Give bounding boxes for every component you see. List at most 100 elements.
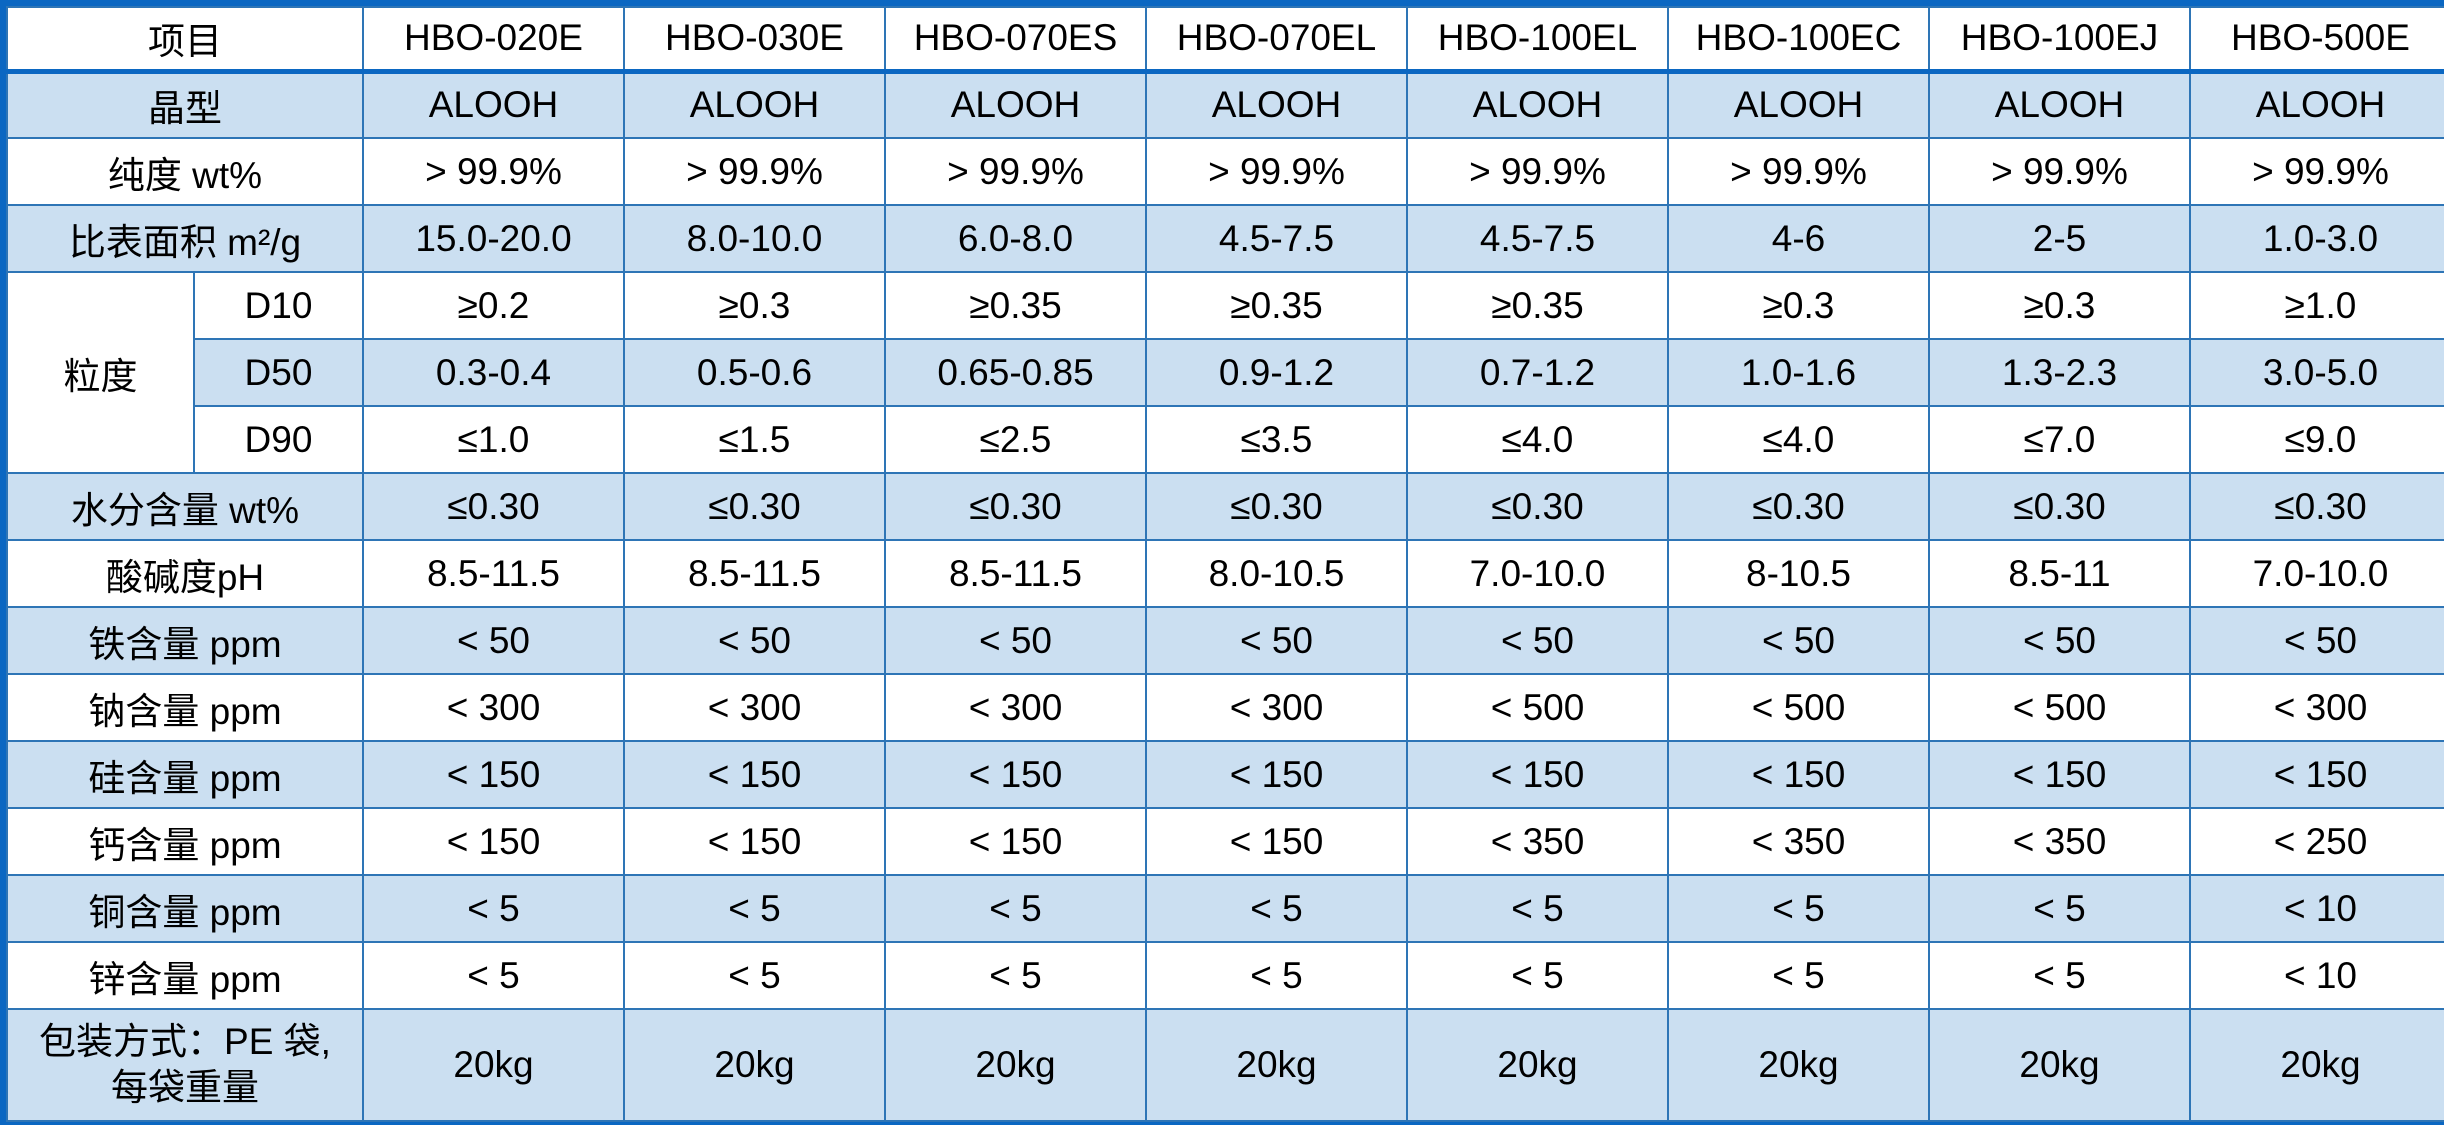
header-cell-hbo-100ej: HBO-100EJ [1928,6,2191,74]
cell: 4.5-7.5 [1145,204,1408,273]
cell: ALOOH [1928,70,2191,139]
row-label: 铁含量 ppm [6,606,364,675]
cell: ≥1.0 [2189,271,2444,340]
cell: < 5 [362,941,625,1010]
cell: < 5 [884,874,1147,943]
cell: < 150 [1145,807,1408,876]
cell: ALOOH [623,70,886,139]
table-row-sodium: 钠含量 ppm < 300 < 300 < 300 < 300 < 500 < … [6,673,2444,742]
cell: < 5 [1145,874,1408,943]
row-label: 铜含量 ppm [6,874,364,943]
row-label-packaging: 包装方式：PE 袋, 每袋重量 [6,1008,364,1122]
cell: ≤4.0 [1667,405,1930,474]
cell: < 5 [1145,941,1408,1010]
header-cell-hbo-500e: HBO-500E [2189,6,2444,74]
cell: < 150 [362,807,625,876]
cell: ≥0.35 [1406,271,1669,340]
table-row-copper: 铜含量 ppm < 5 < 5 < 5 < 5 < 5 < 5 < 5 < 10 [6,874,2444,943]
cell: ≤0.30 [1406,472,1669,541]
cell: > 99.9% [1145,137,1408,206]
cell: < 300 [1145,673,1408,742]
cell: 1.0-3.0 [2189,204,2444,273]
cell: < 250 [2189,807,2444,876]
cell: < 150 [2189,740,2444,809]
cell: < 5 [1406,941,1669,1010]
cell: ALOOH [362,70,625,139]
cell: 7.0-10.0 [1406,539,1669,608]
row-sublabel: D90 [193,405,364,474]
cell: 0.5-0.6 [623,338,886,407]
cell: ALOOH [2189,70,2444,139]
cell: < 5 [884,941,1147,1010]
cell: < 150 [1406,740,1669,809]
cell: < 500 [1406,673,1669,742]
cell: ≤4.0 [1406,405,1669,474]
cell: < 5 [623,874,886,943]
row-label: 钠含量 ppm [6,673,364,742]
cell: ≤1.5 [623,405,886,474]
cell: > 99.9% [623,137,886,206]
table-row-purity: 纯度 wt% > 99.9% > 99.9% > 99.9% > 99.9% >… [6,137,2444,206]
cell: < 150 [884,740,1147,809]
row-label: 水分含量 wt% [6,472,364,541]
header-row: 项目 HBO-020E HBO-030E HBO-070ES HBO-070EL… [6,6,2444,74]
cell: ≥0.3 [1667,271,1930,340]
cell: ≤0.30 [1667,472,1930,541]
cell: 8.5-11.5 [362,539,625,608]
header-cell-hbo-020e: HBO-020E [362,6,625,74]
cell: 8.0-10.0 [623,204,886,273]
row-label: 锌含量 ppm [6,941,364,1010]
table-row-d10: 粒度 D10 ≥0.2 ≥0.3 ≥0.35 ≥0.35 ≥0.35 ≥0.3 … [6,271,2444,474]
row-group-label-particle-size: 粒度 [6,271,195,474]
cell: < 300 [2189,673,2444,742]
packaging-label-line1: 包装方式：PE 袋, [39,1020,331,1062]
cell: ≤3.5 [1145,405,1408,474]
cell: 4.5-7.5 [1406,204,1669,273]
cell: < 300 [884,673,1147,742]
cell: < 50 [362,606,625,675]
cell: 20kg [2189,1008,2444,1122]
cell: 8.0-10.5 [1145,539,1408,608]
cell: 8-10.5 [1667,539,1930,608]
cell: < 150 [1667,740,1930,809]
product-spec-table: 项目 HBO-020E HBO-030E HBO-070ES HBO-070EL… [6,6,2444,1122]
row-label: 比表面积 m²/g [6,204,364,273]
cell: ≥0.3 [623,271,886,340]
table-row-calcium: 钙含量 ppm < 150 < 150 < 150 < 150 < 350 < … [6,807,2444,876]
cell: > 99.9% [884,137,1147,206]
cell: 8.5-11.5 [623,539,886,608]
cell: < 50 [1928,606,2191,675]
cell: < 350 [1928,807,2191,876]
table-row-silicon: 硅含量 ppm < 150 < 150 < 150 < 150 < 150 < … [6,740,2444,809]
header-cell-hbo-100el: HBO-100EL [1406,6,1669,74]
cell: ALOOH [884,70,1147,139]
packaging-label-line2: 每袋重量 [111,1067,259,1108]
cell: ≤0.30 [2189,472,2444,541]
cell: < 150 [1928,740,2191,809]
table-row-iron: 铁含量 ppm < 50 < 50 < 50 < 50 < 50 < 50 < … [6,606,2444,675]
cell: < 5 [1406,874,1669,943]
table-row-d90: D90 ≤1.0 ≤1.5 ≤2.5 ≤3.5 ≤4.0 ≤4.0 ≤7.0 ≤… [7,405,2444,474]
cell: 8.5-11 [1928,539,2191,608]
cell: < 5 [623,941,886,1010]
cell: < 5 [1928,874,2191,943]
cell: > 99.9% [1406,137,1669,206]
cell: 1.3-2.3 [1928,338,2191,407]
cell: 20kg [1406,1008,1669,1122]
cell: ≥0.3 [1928,271,2191,340]
table-row-d50: D50 0.3-0.4 0.5-0.6 0.65-0.85 0.9-1.2 0.… [7,338,2444,407]
table-row-packaging: 包装方式：PE 袋, 每袋重量 20kg 20kg 20kg 20kg 20kg… [6,1008,2444,1122]
cell: ≤7.0 [1928,405,2191,474]
row-label: 钙含量 ppm [6,807,364,876]
cell: ≤0.30 [1928,472,2191,541]
cell: < 50 [1667,606,1930,675]
cell: ALOOH [1145,70,1408,139]
cell: < 150 [884,807,1147,876]
cell: > 99.9% [1928,137,2191,206]
cell: > 99.9% [1667,137,1930,206]
cell: < 150 [623,740,886,809]
header-cell-item: 项目 [6,6,364,74]
cell: 4-6 [1667,204,1930,273]
cell: 0.7-1.2 [1406,338,1669,407]
header-cell-hbo-030e: HBO-030E [623,6,886,74]
